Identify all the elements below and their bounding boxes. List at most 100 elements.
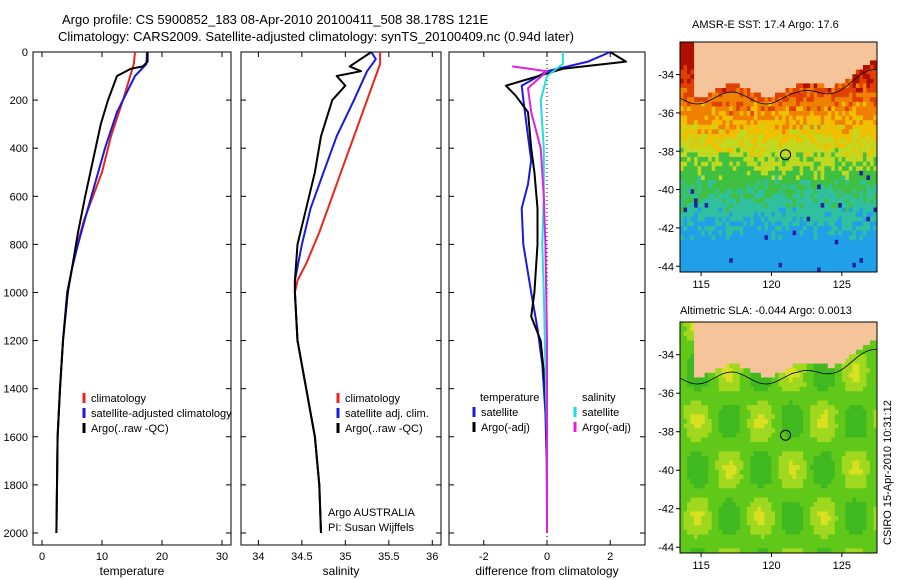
map-cell: [708, 175, 713, 181]
map-cell: [778, 368, 783, 374]
map-cell: [708, 469, 713, 475]
map-cell: [771, 483, 776, 489]
map-cell: [824, 451, 829, 457]
map-cell: [701, 46, 706, 52]
map-cell: [810, 469, 815, 475]
map-cell: [827, 42, 832, 47]
map-cell: [729, 166, 734, 172]
map-cell: [799, 152, 804, 158]
map-cell: [806, 400, 811, 406]
map-cell: [817, 244, 822, 250]
map-cell: [831, 244, 836, 250]
map-cell: [715, 74, 720, 80]
map-cell: [820, 368, 825, 374]
map-cell: [771, 180, 776, 185]
map-cell: [873, 111, 878, 116]
map-cell: [683, 395, 688, 401]
map-cell: [725, 391, 730, 397]
map-cell: [753, 377, 758, 383]
map-cell: [736, 358, 741, 364]
map-cell: [855, 207, 860, 213]
map-cell: [708, 120, 713, 126]
map-cell: [736, 106, 741, 112]
map-cell: [680, 69, 684, 75]
map-cell: [873, 405, 878, 411]
map-cell: [803, 345, 808, 351]
map-cell: [813, 395, 818, 401]
map-cell: [852, 74, 857, 80]
map-cell: [841, 372, 846, 378]
map-cell: [806, 474, 811, 480]
map-cell: [792, 479, 797, 485]
map-cell: [803, 180, 808, 185]
map-cell: [683, 469, 688, 475]
map-cell: [817, 460, 822, 466]
map-cell: [704, 442, 709, 448]
map-cell: [848, 129, 853, 135]
map-cell: [789, 60, 793, 66]
map-cell: [701, 423, 706, 429]
map-cell: [760, 460, 765, 466]
map-cell: [799, 134, 804, 139]
map-cell: [796, 134, 801, 139]
map-cell: [732, 253, 737, 259]
map-cell: [694, 423, 698, 429]
map-cell: [810, 69, 815, 75]
map-cell: [827, 428, 832, 434]
map-cell: [852, 69, 857, 75]
map-cell: [862, 120, 867, 126]
map-cell: [869, 83, 874, 89]
map-cell: [834, 455, 839, 461]
map-cell: [789, 358, 793, 364]
map-cell: [711, 460, 716, 466]
map-cell: [778, 400, 783, 406]
map-cell: [697, 386, 702, 392]
map-cell: [873, 51, 878, 57]
map-cell: [718, 198, 723, 204]
map-cell: [789, 262, 793, 268]
map-cell: [796, 212, 801, 218]
map-cell: [694, 414, 698, 420]
map-cell: [810, 239, 815, 245]
map-cell: [806, 437, 811, 443]
map-cell: [704, 226, 709, 231]
map-cell: [708, 368, 713, 374]
map-cell: [785, 451, 790, 457]
map-cell: [852, 78, 857, 84]
map-cell: [690, 42, 695, 47]
map-cell: [778, 358, 783, 364]
map-cell: [732, 372, 737, 378]
map-cell: [764, 235, 769, 241]
map-cell: [764, 326, 769, 332]
map-cell: [739, 442, 744, 448]
map-cell: [789, 391, 793, 397]
map-cell: [690, 474, 695, 480]
map-cell: [845, 446, 850, 452]
map-cell: [866, 326, 871, 332]
map-cell: [778, 437, 783, 443]
map-cell: [771, 120, 776, 126]
map-cell: [715, 166, 720, 172]
map-cell: [796, 74, 801, 80]
map-cell: [725, 483, 730, 489]
map-cell: [852, 335, 857, 341]
map-cell: [806, 138, 811, 144]
map-cell: [838, 189, 843, 195]
map-cell: [760, 479, 765, 485]
map-cell: [813, 106, 818, 112]
map-cell: [848, 166, 853, 172]
map-cell: [782, 106, 786, 112]
map-cell: [866, 244, 871, 250]
map-cell: [782, 335, 786, 341]
map-cell: [827, 65, 832, 70]
map-cell: [848, 230, 853, 236]
map-cell: [806, 129, 811, 135]
map-cell: [820, 446, 825, 452]
map-cell: [722, 400, 727, 406]
map-cell: [820, 258, 825, 264]
map-cell: [708, 65, 713, 70]
map-cell: [736, 88, 741, 93]
map-cell: [771, 244, 776, 250]
map-cell: [806, 184, 811, 190]
map-cell: [715, 335, 720, 341]
